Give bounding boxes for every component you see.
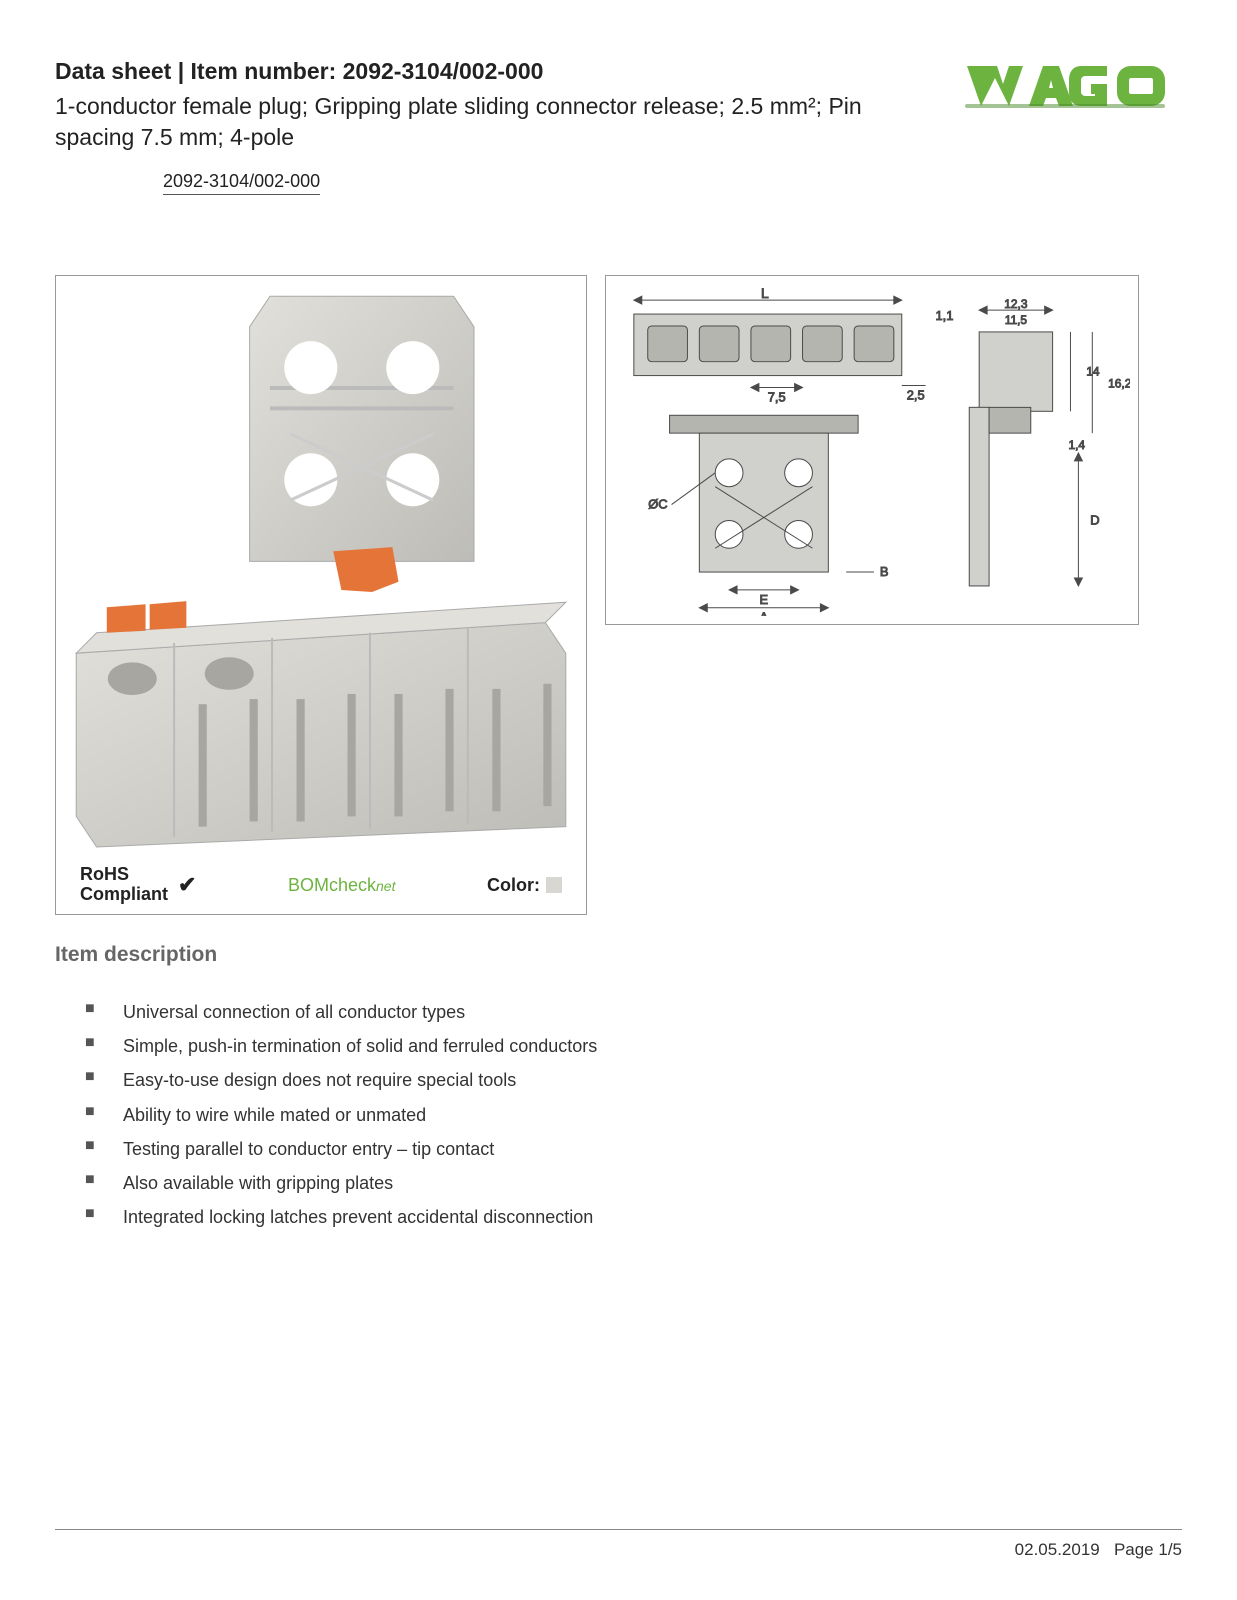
list-item: Easy-to-use design does not require spec… xyxy=(85,1063,1182,1097)
svg-text:1,1: 1,1 xyxy=(935,308,953,323)
rohs-text: RoHS Compliant xyxy=(80,865,168,905)
product-image-box: RoHS Compliant ✔ BOMchecknet Color: xyxy=(55,275,587,915)
svg-text:D: D xyxy=(1090,513,1099,528)
check-icon: ✔ xyxy=(178,872,196,898)
footer-page: Page 1/5 xyxy=(1114,1540,1182,1559)
svg-text:1,4: 1,4 xyxy=(1068,438,1085,452)
header: Data sheet | Item number: 2092-3104/002-… xyxy=(55,58,1182,195)
list-item: Also available with gripping plates xyxy=(85,1166,1182,1200)
datasheet-page: Data sheet | Item number: 2092-3104/002-… xyxy=(0,0,1237,1600)
svg-text:14: 14 xyxy=(1086,365,1100,379)
rohs-l1: RoHS xyxy=(80,864,129,884)
color-block: Color: xyxy=(487,875,562,896)
svg-text:E: E xyxy=(760,592,769,607)
section-heading-item-description: Item description xyxy=(55,943,1182,967)
technical-drawing-box: L 7,5 2,5 xyxy=(605,275,1139,625)
footer-divider xyxy=(55,1529,1182,1530)
title-sep: | xyxy=(171,58,190,84)
header-left: Data sheet | Item number: 2092-3104/002-… xyxy=(55,58,947,195)
color-swatch xyxy=(546,877,562,893)
product-render xyxy=(66,286,576,857)
svg-text:7,5: 7,5 xyxy=(768,389,786,404)
item-number: 2092-3104/002-000 xyxy=(343,58,544,84)
title-line: Data sheet | Item number: 2092-3104/002-… xyxy=(55,58,947,85)
list-item: Testing parallel to conductor entry – ti… xyxy=(85,1132,1182,1166)
color-label: Color: xyxy=(487,875,540,896)
list-item: Ability to wire while mated or unmated xyxy=(85,1098,1182,1132)
rohs-l2: Compliant xyxy=(80,884,168,904)
svg-text:A: A xyxy=(760,610,769,616)
wago-logo-svg xyxy=(947,58,1182,114)
svg-text:2,5: 2,5 xyxy=(907,387,925,402)
title-prefix: Data sheet xyxy=(55,58,171,84)
list-item: Simple, push-in termination of solid and… xyxy=(85,1029,1182,1063)
list-item: Universal connection of all conductor ty… xyxy=(85,995,1182,1029)
item-number-underlined: 2092-3104/002-000 xyxy=(163,171,320,195)
svg-text:12,3: 12,3 xyxy=(1004,297,1028,311)
product-footer: RoHS Compliant ✔ BOMchecknet Color: xyxy=(66,857,576,909)
footer-date: 02.05.2019 xyxy=(1015,1540,1100,1559)
bomcheck-main: BOMcheck xyxy=(288,875,376,895)
bomcheck-logo: BOMchecknet xyxy=(288,875,396,896)
svg-text:L: L xyxy=(761,285,769,301)
svg-text:16,2: 16,2 xyxy=(1108,377,1130,391)
description-list: Universal connection of all conductor ty… xyxy=(85,995,1182,1234)
title-label: Item number: xyxy=(191,58,337,84)
bomcheck-net: net xyxy=(376,878,395,894)
footer-text: 02.05.2019 Page 1/5 xyxy=(1015,1540,1182,1560)
svg-text:ØC: ØC xyxy=(648,497,667,512)
svg-text:11,5: 11,5 xyxy=(1005,313,1028,327)
rohs-block: RoHS Compliant ✔ xyxy=(80,865,196,905)
subtitle: 1-conductor female plug; Gripping plate … xyxy=(55,91,947,153)
svg-text:B: B xyxy=(880,564,889,579)
wago-logo xyxy=(947,58,1182,119)
list-item: Integrated locking latches prevent accid… xyxy=(85,1200,1182,1234)
images-row: RoHS Compliant ✔ BOMchecknet Color: xyxy=(55,275,1182,915)
